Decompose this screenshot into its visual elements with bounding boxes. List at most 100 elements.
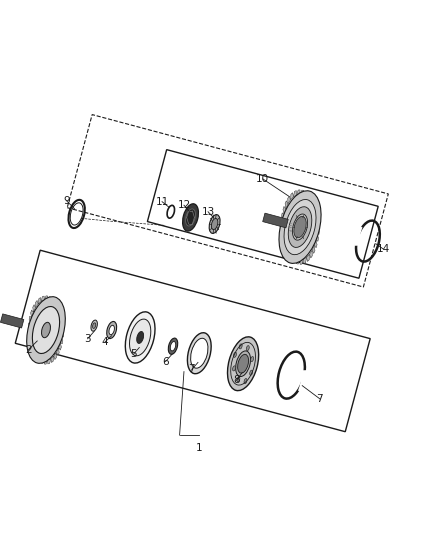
Ellipse shape — [130, 319, 151, 356]
Ellipse shape — [32, 306, 60, 353]
Polygon shape — [60, 336, 63, 344]
Text: 3: 3 — [84, 334, 91, 344]
Polygon shape — [35, 301, 38, 308]
Polygon shape — [37, 356, 41, 361]
Polygon shape — [304, 257, 307, 264]
Polygon shape — [285, 201, 288, 209]
Polygon shape — [54, 302, 58, 308]
Polygon shape — [281, 233, 284, 240]
Polygon shape — [282, 213, 284, 221]
Polygon shape — [307, 254, 310, 262]
Text: 9: 9 — [63, 196, 70, 206]
Polygon shape — [40, 359, 44, 364]
Ellipse shape — [246, 345, 249, 351]
Polygon shape — [312, 245, 315, 253]
Polygon shape — [34, 352, 38, 358]
Ellipse shape — [42, 322, 50, 338]
Ellipse shape — [191, 338, 208, 368]
Polygon shape — [61, 330, 64, 337]
Text: 2: 2 — [25, 345, 32, 355]
Text: 7: 7 — [316, 394, 323, 404]
Text: 1: 1 — [196, 443, 203, 453]
Ellipse shape — [227, 337, 259, 391]
Ellipse shape — [237, 377, 240, 382]
Ellipse shape — [183, 204, 198, 231]
Polygon shape — [282, 240, 286, 245]
Polygon shape — [316, 215, 319, 221]
Ellipse shape — [170, 342, 176, 351]
Ellipse shape — [279, 191, 321, 263]
Polygon shape — [300, 190, 304, 195]
Ellipse shape — [251, 357, 254, 362]
Ellipse shape — [91, 320, 97, 331]
Polygon shape — [317, 221, 319, 227]
Polygon shape — [44, 296, 48, 300]
Polygon shape — [297, 190, 300, 195]
Ellipse shape — [209, 215, 220, 233]
Polygon shape — [310, 198, 314, 204]
Ellipse shape — [125, 312, 155, 363]
Ellipse shape — [239, 344, 242, 349]
Polygon shape — [57, 348, 59, 356]
Polygon shape — [29, 316, 32, 324]
Polygon shape — [61, 324, 64, 330]
Ellipse shape — [288, 207, 312, 247]
Polygon shape — [283, 206, 286, 215]
Polygon shape — [314, 209, 318, 215]
Text: 13: 13 — [201, 207, 215, 217]
Polygon shape — [51, 356, 54, 362]
Polygon shape — [288, 196, 290, 204]
Polygon shape — [48, 296, 52, 302]
Ellipse shape — [236, 351, 251, 376]
Polygon shape — [48, 359, 51, 364]
Polygon shape — [59, 342, 61, 350]
Ellipse shape — [250, 370, 253, 375]
Ellipse shape — [27, 297, 65, 364]
Text: 5: 5 — [130, 349, 137, 359]
Polygon shape — [32, 348, 35, 353]
Polygon shape — [307, 194, 311, 200]
Polygon shape — [289, 254, 293, 260]
Ellipse shape — [293, 214, 307, 240]
Ellipse shape — [238, 354, 248, 373]
Polygon shape — [38, 297, 41, 304]
Polygon shape — [30, 342, 33, 348]
Ellipse shape — [284, 199, 316, 255]
Polygon shape — [281, 227, 283, 233]
Polygon shape — [300, 259, 304, 264]
Polygon shape — [284, 245, 288, 251]
Polygon shape — [317, 227, 319, 235]
Ellipse shape — [109, 325, 114, 335]
Text: 10: 10 — [256, 174, 269, 184]
Polygon shape — [316, 233, 318, 241]
Text: 8: 8 — [233, 375, 240, 385]
Polygon shape — [310, 251, 312, 258]
Polygon shape — [28, 330, 31, 336]
Polygon shape — [41, 296, 44, 302]
Polygon shape — [293, 257, 297, 263]
Text: 14: 14 — [377, 244, 390, 254]
Polygon shape — [263, 213, 288, 228]
Polygon shape — [296, 259, 300, 264]
Polygon shape — [31, 310, 33, 318]
Ellipse shape — [92, 323, 96, 328]
Ellipse shape — [137, 332, 144, 343]
Polygon shape — [304, 191, 307, 197]
Polygon shape — [44, 360, 48, 364]
Polygon shape — [290, 193, 293, 200]
Polygon shape — [0, 314, 24, 328]
Ellipse shape — [233, 352, 237, 357]
Polygon shape — [28, 323, 31, 330]
Text: 12: 12 — [177, 200, 191, 210]
Ellipse shape — [186, 209, 195, 226]
Polygon shape — [28, 336, 32, 342]
Polygon shape — [57, 307, 60, 312]
Polygon shape — [312, 204, 316, 209]
Polygon shape — [54, 352, 57, 360]
Ellipse shape — [168, 338, 178, 354]
Text: 4: 4 — [102, 337, 109, 347]
Text: 6: 6 — [162, 357, 169, 367]
Text: 7: 7 — [188, 365, 195, 374]
Text: 11: 11 — [155, 197, 169, 207]
Polygon shape — [286, 251, 290, 256]
